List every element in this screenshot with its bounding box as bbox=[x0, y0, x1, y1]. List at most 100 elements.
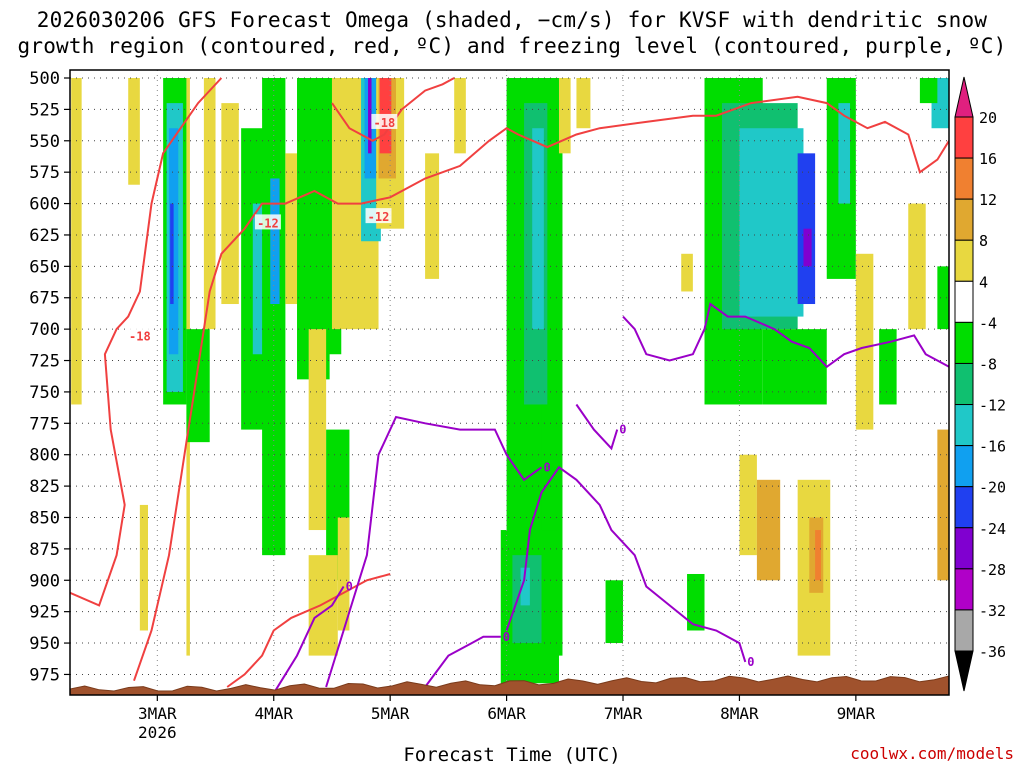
y-tick-label: 500 bbox=[29, 69, 60, 89]
colorbar-bin bbox=[954, 239, 974, 282]
y-tick-label: 850 bbox=[29, 508, 60, 528]
colorbar-label: 4 bbox=[979, 273, 988, 291]
omega-cell bbox=[139, 504, 149, 631]
omega-cell bbox=[879, 329, 897, 405]
omega-cell bbox=[681, 253, 693, 292]
colorbar-label: -24 bbox=[979, 520, 1006, 538]
freezing-level-contours: 000000 bbox=[272, 302, 949, 694]
freezing-level-label: 0 bbox=[619, 423, 626, 437]
freezing-level-label: 0 bbox=[346, 580, 353, 594]
x-tick-label: 9MAR bbox=[837, 704, 876, 723]
colorbar-bin bbox=[954, 198, 974, 241]
omega-cell bbox=[368, 78, 372, 154]
y-tick-label: 875 bbox=[29, 540, 60, 560]
omega-cell bbox=[756, 479, 781, 581]
terrain-fill bbox=[69, 675, 950, 696]
x-tick-label: 5MAR bbox=[371, 704, 410, 723]
colorbar-label: 8 bbox=[979, 232, 988, 250]
dgz-contour-label: -18 bbox=[374, 116, 396, 130]
plot-frame bbox=[69, 69, 950, 696]
colorbar-bin bbox=[954, 527, 974, 570]
omega-cell bbox=[803, 228, 812, 267]
dgz-label-bg bbox=[371, 113, 398, 129]
chart-title-line2: growth region (contoured, red, ºC) and f… bbox=[17, 34, 1007, 58]
dgz-contour-line bbox=[226, 573, 391, 688]
omega-cell bbox=[937, 266, 949, 330]
dgz-label-bg bbox=[126, 327, 153, 343]
freezing-level-line bbox=[272, 585, 345, 694]
x-tick-label: 3MAR bbox=[138, 704, 177, 723]
colorbar-bin bbox=[954, 321, 974, 364]
y-tick-label: 675 bbox=[29, 289, 60, 309]
y-tick-label: 750 bbox=[29, 383, 60, 403]
colorbar-bin bbox=[954, 157, 974, 200]
y-tick-label: 725 bbox=[29, 352, 60, 372]
omega-cell bbox=[425, 153, 440, 279]
omega-cell bbox=[855, 253, 874, 430]
colorbar-label: -16 bbox=[979, 438, 1006, 456]
omega-cell bbox=[454, 78, 466, 154]
x-tick-label: 8MAR bbox=[720, 704, 759, 723]
dgz-label-bg bbox=[254, 214, 281, 230]
y-tick-label: 600 bbox=[29, 195, 60, 215]
omega-cell bbox=[919, 78, 938, 104]
omega-cell bbox=[270, 178, 280, 305]
x-tick-label: 7MAR bbox=[604, 704, 643, 723]
y-tick-label: 950 bbox=[29, 634, 60, 654]
y-tick-label: 525 bbox=[29, 100, 60, 120]
omega-cell bbox=[170, 203, 174, 305]
omega-cell bbox=[558, 78, 571, 154]
colorbar-bin bbox=[954, 445, 974, 488]
x-axis-label: Forecast Time (UTC) bbox=[403, 744, 621, 766]
omega-cell bbox=[605, 580, 624, 644]
y-tick-label: 575 bbox=[29, 163, 60, 183]
dgz-contour-line bbox=[70, 77, 223, 607]
colorbar-bin bbox=[954, 609, 974, 652]
colorbar-bin bbox=[954, 280, 974, 323]
y-tick-label: 900 bbox=[29, 571, 60, 591]
omega-cell bbox=[739, 128, 804, 317]
dendritic-growth-contours: -18 -18 -12 -12 bbox=[70, 77, 949, 688]
x-tick-sublabel: 2026 bbox=[138, 723, 177, 742]
colorbar-bin bbox=[954, 568, 974, 611]
y-tick-label: 550 bbox=[29, 132, 60, 152]
omega-cell bbox=[762, 329, 827, 405]
omega-cell bbox=[252, 203, 265, 355]
y-tick-label: 800 bbox=[29, 446, 60, 466]
omega-cell bbox=[937, 429, 949, 581]
colorbar-label: -28 bbox=[979, 561, 1006, 579]
dgz-contour-label: -12 bbox=[257, 216, 279, 230]
omega-cell bbox=[308, 329, 327, 531]
freezing-level-line bbox=[325, 415, 543, 688]
colorbar-bin bbox=[954, 486, 974, 529]
colorbar: 20 16 12 8 4 -4 -8 -12 -16 -20 -24 -28 -32 -36 bbox=[954, 76, 1006, 692]
colorbar-label: 16 bbox=[979, 150, 997, 168]
colorbar-label: -8 bbox=[979, 355, 997, 373]
freezing-level-label: 0 bbox=[747, 655, 754, 669]
omega-cell bbox=[739, 454, 757, 556]
freezing-level-label: 0 bbox=[503, 630, 510, 644]
colorbar-label: -4 bbox=[979, 314, 997, 332]
freezing-level-line bbox=[505, 465, 747, 663]
y-tick-label: 975 bbox=[29, 665, 60, 685]
colorbar-label: -20 bbox=[979, 479, 1006, 497]
y-tick-label: 625 bbox=[29, 226, 60, 246]
x-tick-label: 4MAR bbox=[254, 704, 293, 723]
colorbar-bin bbox=[954, 404, 974, 447]
gridlines bbox=[70, 70, 949, 695]
dgz-contour-line bbox=[133, 95, 949, 682]
omega-shading bbox=[71, 78, 949, 684]
omega-cell bbox=[203, 78, 216, 330]
colorbar-bin bbox=[954, 116, 974, 159]
omega-cell bbox=[186, 329, 210, 443]
dgz-label-bg bbox=[365, 208, 392, 224]
credit-text: coolwx.com/models bbox=[850, 744, 1014, 763]
y-tick-label: 775 bbox=[29, 414, 60, 434]
terrain-ground bbox=[69, 675, 950, 696]
dgz-contour-label: -12 bbox=[368, 210, 390, 224]
x-tick-label: 6MAR bbox=[487, 704, 526, 723]
y-tick-label: 700 bbox=[29, 320, 60, 340]
y-tick-label: 925 bbox=[29, 603, 60, 623]
